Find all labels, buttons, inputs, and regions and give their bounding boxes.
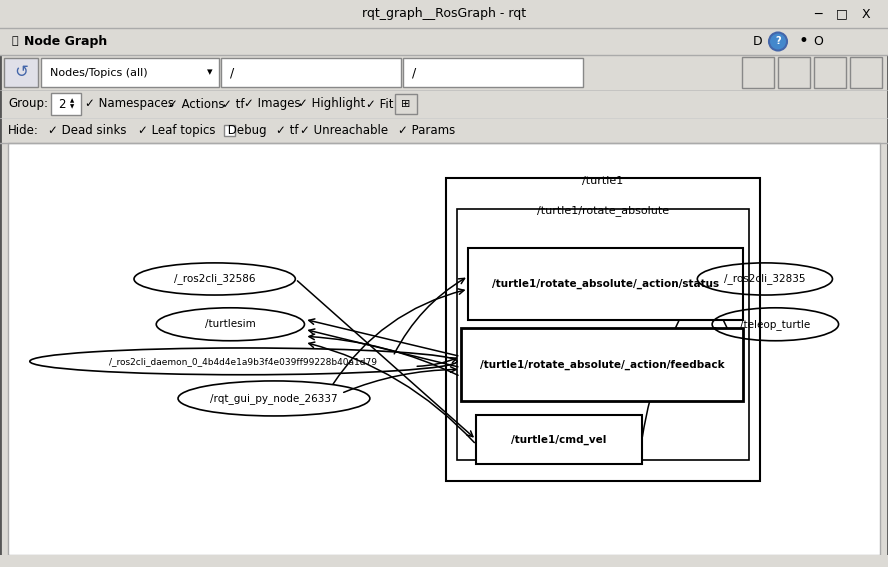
Text: /turtle1/rotate_absolute: /turtle1/rotate_absolute bbox=[537, 205, 670, 216]
Bar bbox=[457, 209, 749, 460]
Bar bbox=[468, 248, 743, 320]
FancyBboxPatch shape bbox=[395, 94, 417, 114]
Text: /turtle1/cmd_vel: /turtle1/cmd_vel bbox=[511, 434, 607, 445]
Text: Nodes/Topics (all): Nodes/Topics (all) bbox=[50, 67, 147, 78]
FancyBboxPatch shape bbox=[41, 58, 219, 87]
Text: Debug: Debug bbox=[224, 124, 266, 137]
Text: O: O bbox=[813, 35, 823, 48]
FancyBboxPatch shape bbox=[8, 143, 880, 555]
Text: ▼: ▼ bbox=[70, 104, 74, 109]
Text: rqt_graph__RosGraph - rqt: rqt_graph__RosGraph - rqt bbox=[362, 7, 526, 20]
FancyBboxPatch shape bbox=[224, 125, 234, 136]
Text: /_ros2cli_daemon_0_4b4d4e1a9b3f4e039ff99228b40a1d79: /_ros2cli_daemon_0_4b4d4e1a9b3f4e039ff99… bbox=[109, 357, 377, 366]
Text: ?: ? bbox=[775, 36, 781, 46]
Text: /turtle1/rotate_absolute/_action/status: /turtle1/rotate_absolute/_action/status bbox=[492, 279, 719, 289]
Text: /turtlesim: /turtlesim bbox=[205, 319, 256, 329]
Bar bbox=[446, 178, 759, 481]
FancyBboxPatch shape bbox=[742, 57, 774, 88]
Text: /turtle1/rotate_absolute/_action/feedback: /turtle1/rotate_absolute/_action/feedbac… bbox=[480, 359, 724, 370]
Circle shape bbox=[769, 32, 787, 50]
Text: •: • bbox=[798, 32, 808, 50]
FancyBboxPatch shape bbox=[221, 58, 401, 87]
Text: /_ros2cli_32835: /_ros2cli_32835 bbox=[724, 273, 805, 285]
Text: ✓ Actions: ✓ Actions bbox=[168, 98, 225, 111]
Bar bbox=[0, 0, 888, 28]
Text: ↺: ↺ bbox=[14, 64, 28, 82]
FancyBboxPatch shape bbox=[850, 57, 882, 88]
FancyBboxPatch shape bbox=[814, 57, 846, 88]
Text: Node Graph: Node Graph bbox=[24, 35, 107, 48]
Text: ✓ Namespaces: ✓ Namespaces bbox=[85, 98, 174, 111]
Bar bbox=[461, 328, 743, 400]
Text: ✓ Dead sinks: ✓ Dead sinks bbox=[48, 124, 126, 137]
Text: /teleop_turtle: /teleop_turtle bbox=[741, 319, 811, 330]
FancyBboxPatch shape bbox=[403, 58, 583, 87]
Text: /turtle1: /turtle1 bbox=[582, 176, 623, 186]
Text: ✓ Fit: ✓ Fit bbox=[366, 98, 393, 111]
Text: ▾: ▾ bbox=[207, 67, 213, 78]
Bar bbox=[0, 555, 888, 567]
Text: 2: 2 bbox=[58, 98, 66, 111]
Text: /: / bbox=[230, 66, 234, 79]
Text: ✓ tf: ✓ tf bbox=[276, 124, 298, 137]
Bar bbox=[0, 28, 888, 55]
Text: □: □ bbox=[836, 7, 848, 20]
Text: 🔧: 🔧 bbox=[12, 36, 19, 46]
Text: ✓ Images: ✓ Images bbox=[244, 98, 301, 111]
Bar bbox=[476, 415, 642, 464]
Text: ✓ Highlight: ✓ Highlight bbox=[298, 98, 365, 111]
Text: ✓ Leaf topics: ✓ Leaf topics bbox=[138, 124, 216, 137]
Text: ✓ Unreachable: ✓ Unreachable bbox=[300, 124, 388, 137]
FancyBboxPatch shape bbox=[4, 58, 38, 87]
Text: X: X bbox=[861, 7, 870, 20]
Text: /: / bbox=[412, 66, 416, 79]
Text: Group:: Group: bbox=[8, 98, 48, 111]
Text: ▲: ▲ bbox=[70, 99, 74, 104]
Text: D: D bbox=[753, 35, 763, 48]
Text: Hide:: Hide: bbox=[8, 124, 39, 137]
Text: ✓ Params: ✓ Params bbox=[398, 124, 456, 137]
Text: /rqt_gui_py_node_26337: /rqt_gui_py_node_26337 bbox=[210, 393, 337, 404]
Text: /_ros2cli_32586: /_ros2cli_32586 bbox=[174, 273, 256, 285]
Text: ⊞: ⊞ bbox=[401, 99, 410, 109]
FancyBboxPatch shape bbox=[51, 93, 81, 115]
FancyBboxPatch shape bbox=[778, 57, 810, 88]
Text: ✓ tf: ✓ tf bbox=[222, 98, 244, 111]
Text: ─: ─ bbox=[814, 7, 821, 20]
